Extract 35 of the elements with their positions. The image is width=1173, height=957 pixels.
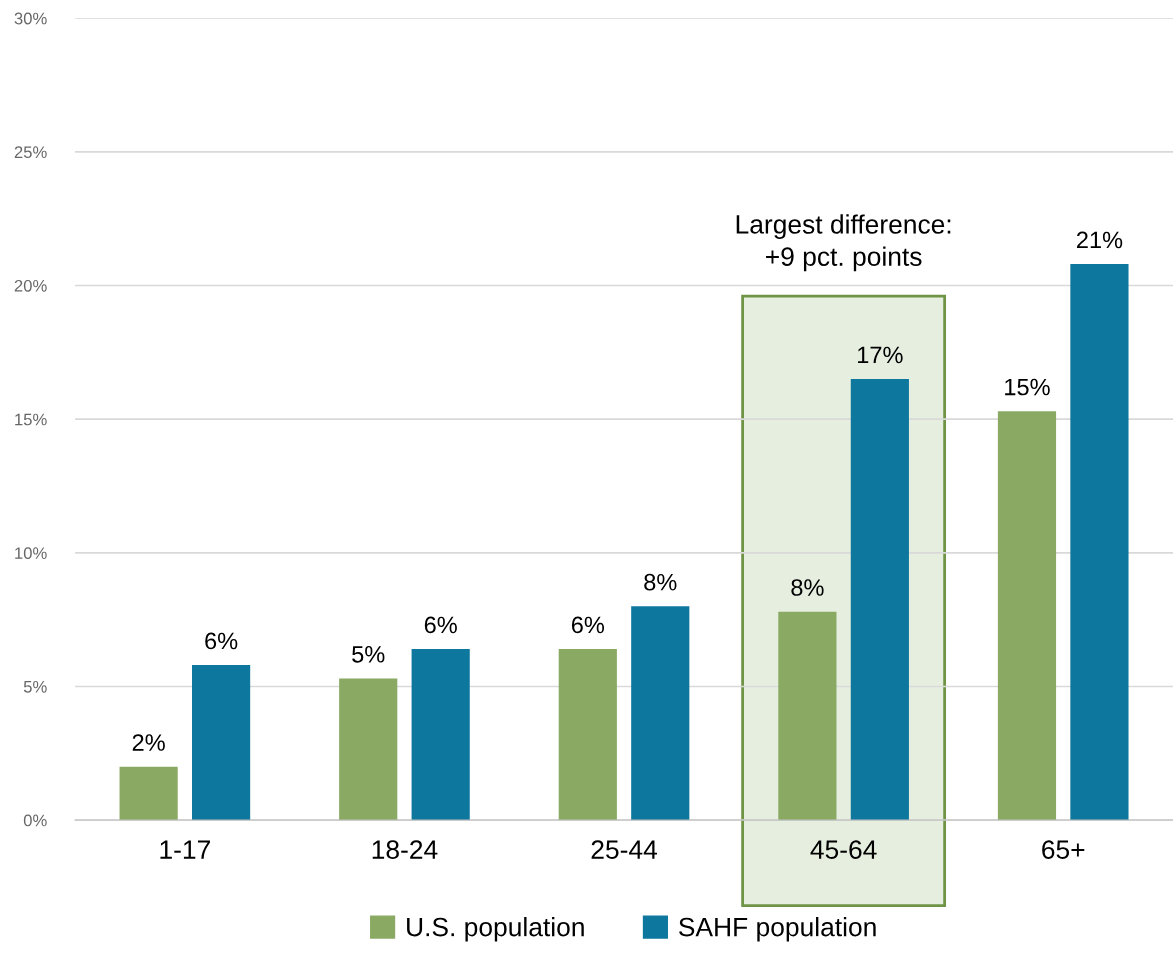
y-tick-label: 5% — [23, 680, 47, 693]
y-tick-label: 15% — [15, 413, 47, 426]
y-tick-label: 30% — [14, 12, 47, 25]
x-tick-label: 45-64 — [810, 840, 877, 859]
x-tick-label: 1-17 — [160, 840, 210, 859]
bar — [778, 611, 837, 821]
bar — [411, 649, 470, 821]
y-tick-label: 0% — [23, 814, 47, 827]
y-tick-label: 10% — [15, 547, 47, 560]
bar — [119, 766, 178, 821]
annotation: Largest difference: +9 pct. points — [736, 214, 951, 272]
data-label: 8% — [644, 573, 677, 591]
data-label: 21% — [1077, 231, 1123, 249]
data-label: 8% — [791, 579, 824, 596]
bar — [850, 379, 909, 821]
data-label: 6% — [571, 616, 605, 634]
data-label: 15% — [1005, 378, 1050, 396]
x-tick-label: 18-24 — [372, 840, 438, 859]
bar — [997, 411, 1057, 821]
data-label: 6% — [424, 616, 457, 634]
y-tick-label: 20% — [14, 279, 47, 292]
bar — [192, 665, 251, 821]
data-label: 6% — [205, 632, 238, 650]
legend-label: U.S. population — [407, 917, 584, 942]
bar — [631, 606, 690, 821]
data-label: 5% — [352, 646, 385, 663]
bar — [1070, 264, 1129, 821]
y-tick-label: 25% — [14, 146, 47, 159]
bar — [339, 678, 398, 821]
data-label: 2% — [132, 734, 165, 751]
data-label: 17% — [858, 346, 903, 364]
x-tick-label: 25-44 — [591, 840, 658, 859]
legend-label: SAHF population — [679, 917, 876, 942]
bar — [558, 649, 617, 821]
x-tick-label: 65+ — [1042, 840, 1085, 859]
